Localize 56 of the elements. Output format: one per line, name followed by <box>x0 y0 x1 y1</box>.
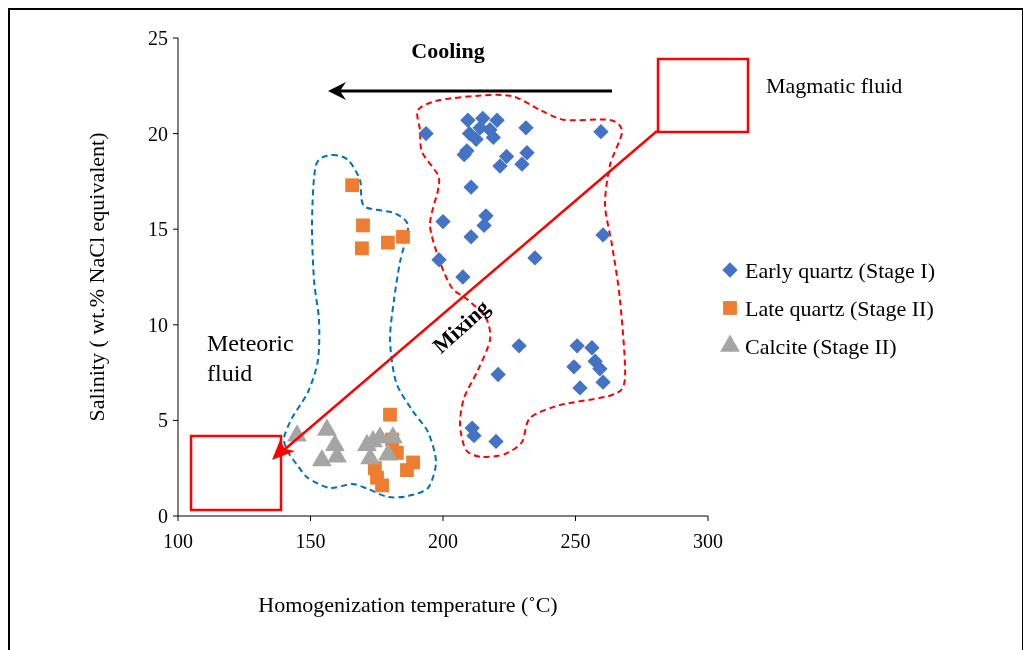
point <box>463 229 479 245</box>
point <box>592 361 608 377</box>
point <box>355 241 369 256</box>
point <box>468 131 484 148</box>
point <box>485 129 502 146</box>
point <box>400 463 414 477</box>
annotation: Cooling <box>411 38 485 63</box>
point <box>418 125 434 142</box>
point <box>595 227 611 243</box>
x-axis-title: Homogenization temperature (˚C) <box>258 592 558 617</box>
point <box>488 433 504 450</box>
point <box>356 218 370 233</box>
point <box>572 380 588 396</box>
point <box>498 148 515 165</box>
x-tick-label: 100 <box>163 530 193 552</box>
y-tick-label: 15 <box>148 218 168 241</box>
point <box>460 112 476 128</box>
point <box>463 179 479 195</box>
point <box>380 235 395 250</box>
point <box>595 374 611 390</box>
point <box>375 478 389 493</box>
point <box>476 217 492 234</box>
x-tick-label: 150 <box>295 530 326 552</box>
y-axis-title: Salinity ( wt.% NaCl equivalent) <box>84 132 109 422</box>
point <box>584 340 600 356</box>
x-tick-label: 300 <box>693 530 723 552</box>
point <box>490 366 506 383</box>
y-tick-label: 25 <box>148 27 168 49</box>
point <box>455 269 471 285</box>
point <box>566 359 582 375</box>
point <box>527 250 543 266</box>
point <box>519 145 535 161</box>
point <box>511 338 527 354</box>
legend-label: Calcite (Stage II) <box>745 333 897 359</box>
point <box>383 407 397 422</box>
point <box>489 112 505 128</box>
point <box>492 158 508 174</box>
y-tick-label: 20 <box>148 122 168 145</box>
point <box>396 229 410 244</box>
point <box>431 252 447 268</box>
point <box>593 124 609 140</box>
legend-label: Early quartz (Stage I) <box>745 257 935 283</box>
x-tick-label: 200 <box>428 530 458 552</box>
point <box>569 338 585 354</box>
point <box>514 156 530 172</box>
text: Magmatic fluid <box>766 73 903 98</box>
y-tick-label: 0 <box>158 505 168 527</box>
annotation: Meteoric fluid <box>207 330 294 386</box>
y-tick-label: 10 <box>148 313 168 336</box>
point <box>475 110 491 126</box>
point <box>435 213 451 230</box>
point <box>518 120 534 136</box>
point <box>345 178 359 193</box>
x-tick-label: 250 <box>560 530 591 552</box>
legend-label: Late quartz (Stage II) <box>745 295 934 321</box>
y-tick-label: 5 <box>158 409 168 432</box>
